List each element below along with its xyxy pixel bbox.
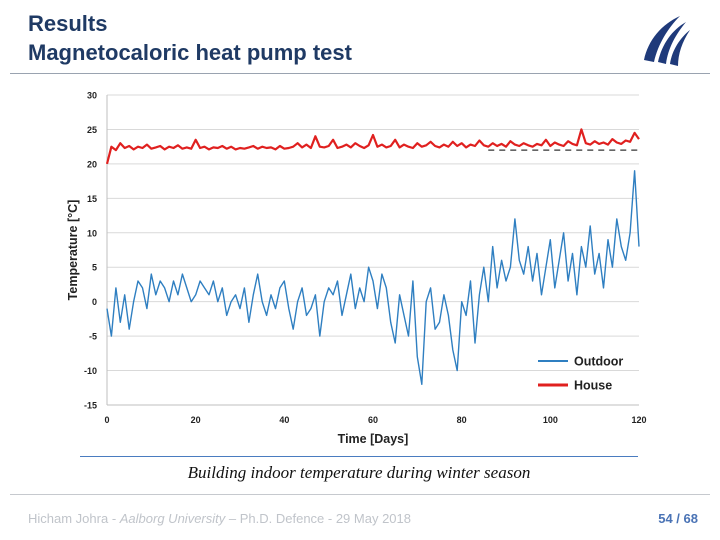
y-tick-label: 25: [87, 125, 97, 135]
page-current: 54: [658, 511, 673, 526]
page-separator: /: [672, 511, 684, 526]
legend-label-outdoor: Outdoor: [574, 355, 623, 369]
footer-sep-1: -: [108, 511, 120, 526]
y-tick-label: 15: [87, 194, 97, 204]
y-tick-label: 10: [87, 228, 97, 238]
footer-university: Aalborg University: [119, 511, 226, 526]
y-tick-label: 20: [87, 159, 97, 169]
x-tick-label: 40: [279, 415, 289, 425]
x-tick-label: 120: [631, 415, 646, 425]
page-total: 68: [683, 511, 698, 526]
series-line-house: [105, 128, 640, 165]
footer-event: Ph.D. Defence - 29 May 2018: [239, 511, 411, 526]
title-divider: [10, 73, 710, 74]
footer-text: Hicham Johra - Aalborg University – Ph.D…: [28, 511, 411, 526]
caption-divider: [80, 456, 638, 457]
y-tick-label: 5: [92, 263, 97, 273]
footer-divider: [10, 494, 710, 495]
slide-title: Results Magnetocaloric heat pump test: [28, 9, 352, 67]
footer-sep-2: –: [225, 511, 240, 526]
footer-author: Hicham Johra: [28, 511, 109, 526]
page-number: 54 / 68: [658, 511, 698, 526]
title-line-2: Magnetocaloric heat pump test: [28, 40, 352, 65]
x-tick-label: 100: [543, 415, 558, 425]
title-line-1: Results: [28, 11, 108, 36]
x-tick-label: 80: [457, 415, 467, 425]
y-tick-label: -15: [84, 401, 97, 411]
y-tick-label: -5: [89, 332, 97, 342]
x-tick-label: 20: [191, 415, 201, 425]
y-tick-label: -10: [84, 366, 97, 376]
legend-label-house: House: [574, 379, 612, 393]
y-tick-label: 30: [87, 91, 97, 101]
y-tick-label: 0: [92, 297, 97, 307]
temperature-chart: -15 -10 -5 0 5 10 15 20 25 30 0 20 40 60 80 100 120 Time …: [66, 91, 647, 447]
x-tick-label: 0: [104, 415, 109, 425]
y-axis-label: Temperature [°C]: [66, 200, 80, 301]
x-tick-label: 60: [368, 415, 378, 425]
chart-caption: Building indoor temperature during winte…: [187, 463, 531, 482]
x-axis-label: Time [Days]: [338, 432, 409, 446]
series-line-outdoor: [106, 170, 640, 385]
aalborg-university-logo-icon: [644, 16, 690, 66]
